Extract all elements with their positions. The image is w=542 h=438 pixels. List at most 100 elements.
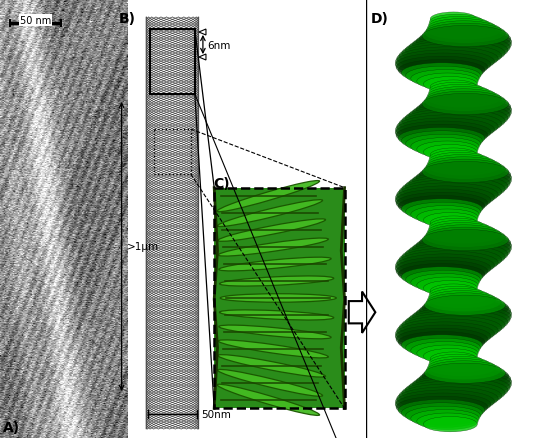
Ellipse shape xyxy=(395,325,491,348)
Ellipse shape xyxy=(411,71,479,88)
Ellipse shape xyxy=(424,363,506,383)
Ellipse shape xyxy=(396,187,494,210)
Ellipse shape xyxy=(430,81,477,95)
Ellipse shape xyxy=(396,125,488,147)
Ellipse shape xyxy=(396,396,488,418)
Ellipse shape xyxy=(426,293,501,312)
Ellipse shape xyxy=(422,366,509,387)
Ellipse shape xyxy=(412,237,512,261)
Ellipse shape xyxy=(426,90,501,109)
Ellipse shape xyxy=(416,167,512,190)
Bar xyxy=(150,30,195,95)
Ellipse shape xyxy=(401,335,482,355)
Ellipse shape xyxy=(428,291,496,309)
Ellipse shape xyxy=(397,251,498,275)
Ellipse shape xyxy=(402,110,505,134)
Ellipse shape xyxy=(401,64,482,84)
Ellipse shape xyxy=(395,122,491,145)
Ellipse shape xyxy=(429,357,490,373)
Ellipse shape xyxy=(416,31,512,54)
Ellipse shape xyxy=(396,57,488,79)
Ellipse shape xyxy=(424,24,506,44)
Ellipse shape xyxy=(405,243,508,266)
Ellipse shape xyxy=(419,165,511,187)
Ellipse shape xyxy=(399,113,502,137)
Ellipse shape xyxy=(218,340,328,358)
Ellipse shape xyxy=(398,60,485,81)
Ellipse shape xyxy=(409,36,510,60)
Bar xyxy=(214,188,345,408)
Ellipse shape xyxy=(429,286,483,302)
Ellipse shape xyxy=(218,355,326,377)
Ellipse shape xyxy=(402,381,505,405)
Ellipse shape xyxy=(426,225,501,244)
Ellipse shape xyxy=(423,213,478,228)
Ellipse shape xyxy=(419,232,511,254)
Ellipse shape xyxy=(405,175,508,199)
Ellipse shape xyxy=(423,281,478,296)
Ellipse shape xyxy=(396,322,494,345)
Ellipse shape xyxy=(399,248,502,272)
Ellipse shape xyxy=(411,274,479,292)
Ellipse shape xyxy=(423,417,478,432)
Ellipse shape xyxy=(426,361,501,380)
Ellipse shape xyxy=(430,13,477,27)
Ellipse shape xyxy=(395,190,491,212)
Ellipse shape xyxy=(396,193,488,215)
Ellipse shape xyxy=(396,261,488,283)
Ellipse shape xyxy=(417,141,478,158)
Polygon shape xyxy=(199,30,206,36)
Text: A): A) xyxy=(3,420,20,434)
Ellipse shape xyxy=(411,342,479,360)
Ellipse shape xyxy=(401,199,482,219)
Ellipse shape xyxy=(419,300,511,322)
Text: 6nm: 6nm xyxy=(207,41,230,51)
Ellipse shape xyxy=(430,148,477,162)
Ellipse shape xyxy=(422,298,509,319)
Ellipse shape xyxy=(412,305,512,328)
Ellipse shape xyxy=(423,349,478,364)
Ellipse shape xyxy=(430,216,477,230)
Text: >1μm: >1μm xyxy=(127,242,159,252)
Ellipse shape xyxy=(395,54,491,77)
Ellipse shape xyxy=(424,228,506,247)
Ellipse shape xyxy=(395,258,491,280)
Ellipse shape xyxy=(398,128,485,149)
Ellipse shape xyxy=(397,387,498,410)
Ellipse shape xyxy=(399,45,502,69)
Ellipse shape xyxy=(397,116,498,139)
Ellipse shape xyxy=(426,157,501,177)
Ellipse shape xyxy=(405,135,481,154)
Ellipse shape xyxy=(399,316,502,340)
Ellipse shape xyxy=(405,203,481,222)
Text: 50 nm: 50 nm xyxy=(20,16,51,26)
Ellipse shape xyxy=(412,170,512,193)
Ellipse shape xyxy=(218,239,328,257)
Ellipse shape xyxy=(429,153,490,170)
Ellipse shape xyxy=(429,15,483,31)
Ellipse shape xyxy=(429,354,483,370)
Ellipse shape xyxy=(411,206,479,224)
Ellipse shape xyxy=(217,370,322,396)
Ellipse shape xyxy=(422,230,509,251)
Ellipse shape xyxy=(396,390,494,413)
Ellipse shape xyxy=(401,267,482,287)
Ellipse shape xyxy=(412,373,512,396)
Ellipse shape xyxy=(409,308,510,332)
Ellipse shape xyxy=(397,319,498,343)
Ellipse shape xyxy=(405,107,508,131)
Ellipse shape xyxy=(220,310,334,320)
Ellipse shape xyxy=(423,145,478,160)
Bar xyxy=(214,188,345,408)
Ellipse shape xyxy=(217,181,320,212)
Ellipse shape xyxy=(398,332,485,353)
Ellipse shape xyxy=(402,177,505,201)
Ellipse shape xyxy=(220,276,334,286)
Ellipse shape xyxy=(416,235,512,258)
Ellipse shape xyxy=(416,371,512,393)
Ellipse shape xyxy=(397,48,498,71)
Ellipse shape xyxy=(422,162,509,183)
Ellipse shape xyxy=(429,85,490,102)
Ellipse shape xyxy=(405,378,508,402)
Ellipse shape xyxy=(428,359,496,377)
